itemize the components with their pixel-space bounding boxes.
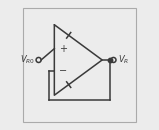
Text: +: + [59,44,67,54]
Bar [23,8,136,122]
Text: $V_{R0}$: $V_{R0}$ [20,53,35,66]
Text: −: − [59,66,67,76]
Text: $V_R$: $V_R$ [118,53,129,66]
